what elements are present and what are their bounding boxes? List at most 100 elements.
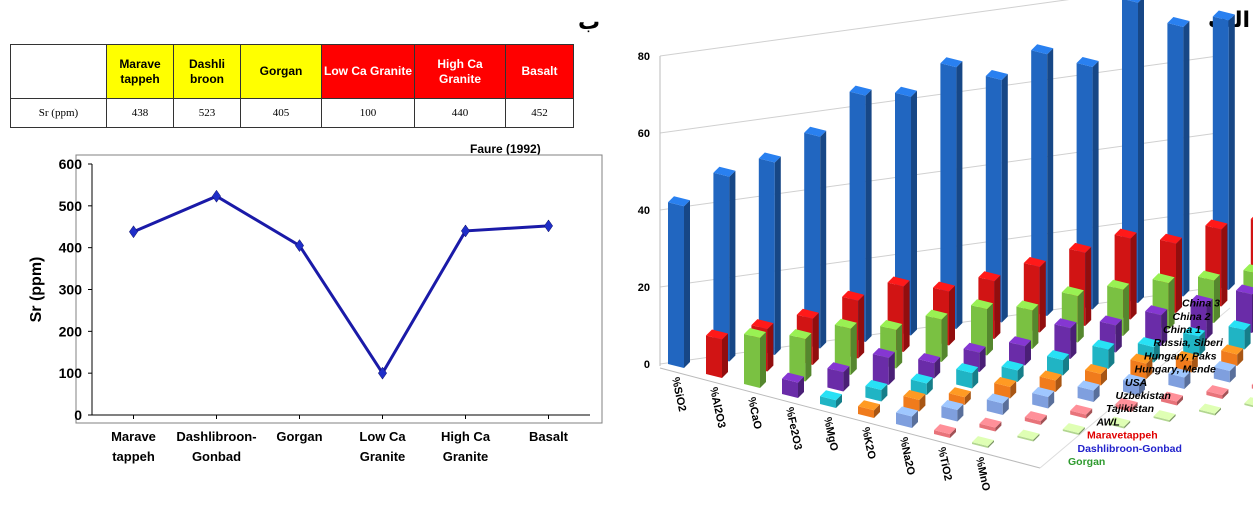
bar-3d: [1092, 339, 1115, 369]
bar-face: [1199, 409, 1215, 416]
bar-top: [903, 389, 926, 400]
bar-top: [1137, 337, 1160, 348]
bar-face: [1062, 429, 1079, 435]
bar-side: [1085, 246, 1092, 326]
bar-side: [1048, 390, 1055, 409]
bar-top: [1099, 315, 1122, 326]
bar-side: [1222, 389, 1229, 399]
bar-3d: [1009, 336, 1031, 366]
bar-3d: [1168, 367, 1191, 389]
bar-top: [1076, 56, 1099, 67]
x-tick-label: Gorgan: [276, 429, 322, 444]
bar-side: [1108, 343, 1115, 369]
series-label: China 3: [1182, 298, 1220, 310]
bar-top: [849, 85, 872, 96]
bar-top: [1017, 429, 1040, 440]
bar-face: [849, 91, 866, 342]
bar-top: [985, 69, 1008, 80]
bar-face: [782, 378, 798, 398]
bar-3d: [934, 424, 956, 438]
bar-face: [925, 315, 942, 362]
bar-top: [834, 318, 857, 329]
bar-face: [1009, 342, 1025, 366]
bar-side: [979, 346, 986, 372]
bar-3d: [1212, 10, 1235, 290]
bar-3d: [782, 372, 804, 398]
bar-3d: [1062, 423, 1085, 435]
series-label: Hungary, Mende: [1135, 364, 1216, 376]
bar-side: [1169, 414, 1176, 422]
bar-3d: [744, 327, 766, 388]
bar-3d: [1213, 360, 1236, 383]
bar-face: [1153, 416, 1170, 422]
bar-face: [1213, 366, 1230, 383]
bar-side: [1033, 433, 1040, 442]
bar-face: [1130, 359, 1147, 379]
bar-side: [684, 200, 690, 368]
bar-3d: [971, 299, 993, 356]
bar-top: [1070, 404, 1093, 415]
bar-top: [1069, 242, 1092, 253]
bar-3d: [804, 126, 827, 349]
bar-side: [1092, 60, 1099, 310]
bar-top: [1198, 270, 1220, 281]
bar-top: [804, 126, 827, 137]
bar-top: [1023, 257, 1046, 268]
bar-top: [896, 406, 918, 417]
bar-face: [1168, 373, 1185, 389]
category-label: %Na2O: [897, 436, 917, 477]
bar-top: [1130, 353, 1153, 364]
bar-side: [1093, 384, 1100, 402]
bar-side: [1025, 340, 1031, 366]
bar-face: [1054, 324, 1071, 359]
bar-face: [934, 430, 950, 438]
bar-top: [1009, 336, 1031, 347]
bar-top: [925, 309, 948, 320]
bar-top: [827, 362, 850, 373]
bar-face: [872, 354, 889, 385]
bar-side: [1040, 415, 1047, 425]
bar-3d: [1130, 353, 1153, 379]
bar-top: [1206, 385, 1229, 396]
bar-side: [956, 61, 963, 329]
bar-top: [865, 379, 888, 390]
bar-3d: [820, 390, 842, 408]
bar-top: [948, 387, 971, 398]
table-cell: 100: [321, 98, 415, 128]
bar-face: [972, 442, 988, 448]
series-label: Uzbekistan: [1116, 390, 1171, 402]
bar-top: [1212, 10, 1235, 21]
bar-top: [1001, 360, 1024, 371]
bar-side: [1032, 304, 1039, 349]
bar-top: [933, 281, 955, 292]
table-header-col: Dashli broon: [173, 44, 241, 99]
y-tick-label: 200: [59, 323, 83, 339]
bar-side: [1199, 330, 1206, 356]
bar-face: [994, 382, 1011, 399]
bar-3d: [1175, 350, 1198, 373]
bar-side: [1138, 0, 1144, 303]
bar-3d: [918, 353, 941, 379]
bar-side: [964, 391, 971, 405]
bar-side: [1047, 48, 1054, 316]
bar-3d: [1161, 391, 1183, 406]
bar-3d: [956, 363, 979, 389]
table-header-col: High Ca Granite: [414, 44, 506, 99]
table-cell: 440: [414, 98, 506, 128]
bar-face: [940, 63, 957, 329]
bar-3d: [858, 400, 880, 418]
bar-3d: [910, 373, 933, 395]
bar-face: [1024, 417, 1041, 425]
bar-face: [956, 369, 973, 389]
bar-side: [950, 428, 956, 438]
bar-top: [1062, 423, 1085, 434]
series-label: USA: [1125, 377, 1147, 389]
bar-side: [760, 331, 766, 388]
bar-side: [1214, 274, 1220, 323]
data-point: [377, 366, 388, 380]
bar-top: [1032, 386, 1055, 397]
bar-side: [1131, 402, 1138, 412]
z-tick-label: 40: [638, 205, 650, 217]
category-label: %CaO: [745, 396, 764, 431]
bar-side: [1077, 290, 1084, 343]
